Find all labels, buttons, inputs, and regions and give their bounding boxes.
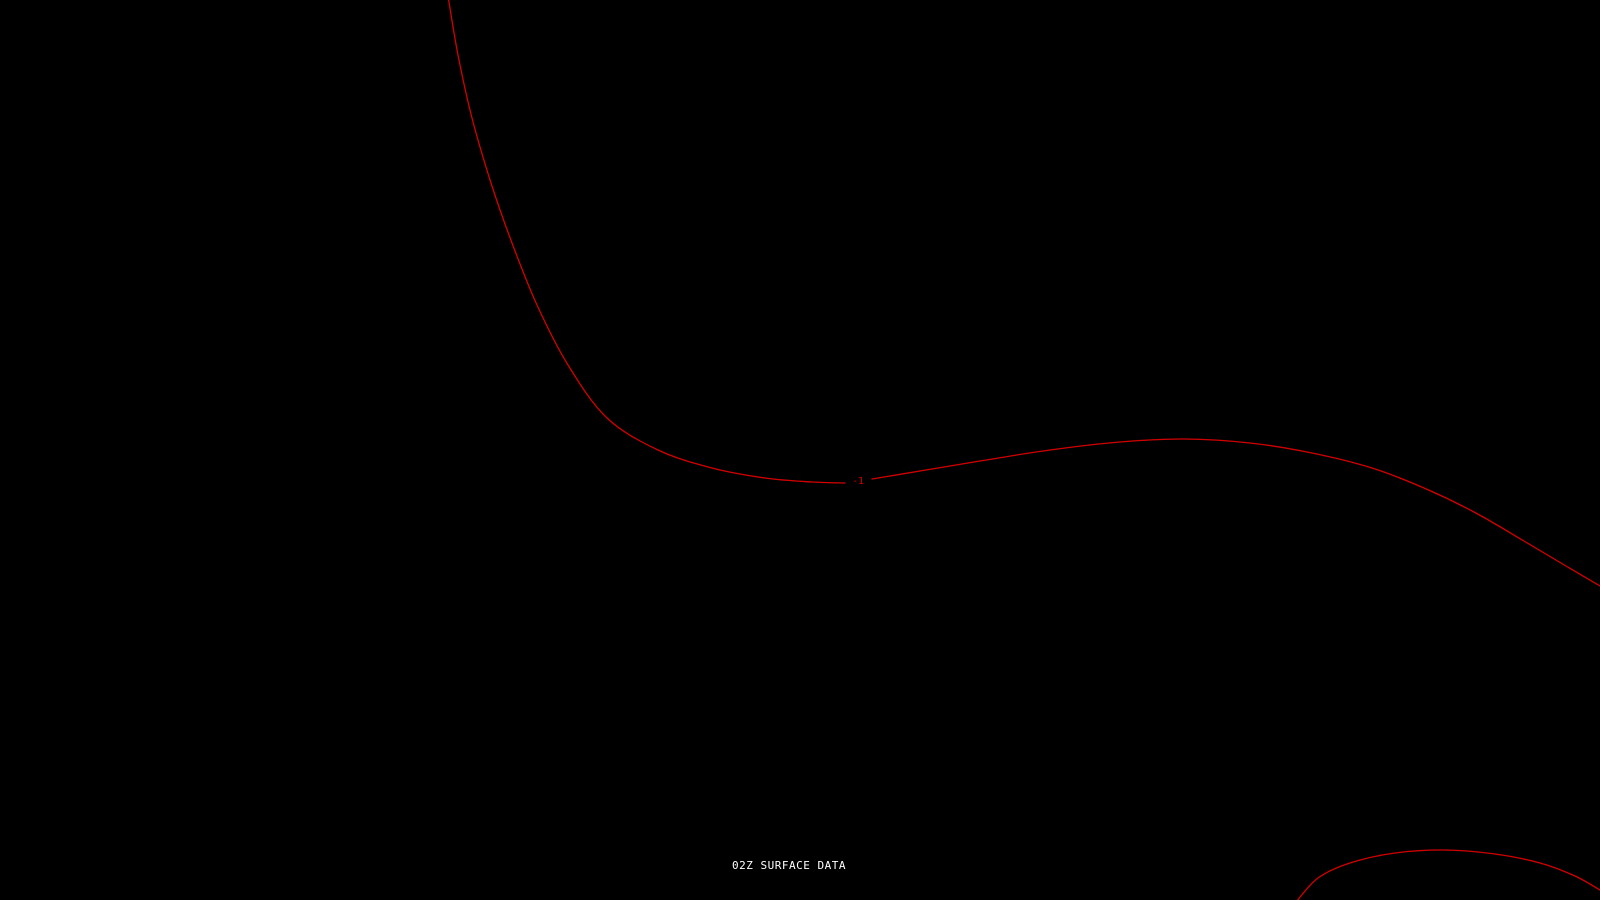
contour-line xyxy=(871,438,1600,587)
plot-title: 02Z SURFACE DATA xyxy=(732,859,846,872)
contour-value-label: -1 xyxy=(852,476,864,487)
contour-line xyxy=(1296,849,1600,900)
contour-line xyxy=(447,0,846,484)
